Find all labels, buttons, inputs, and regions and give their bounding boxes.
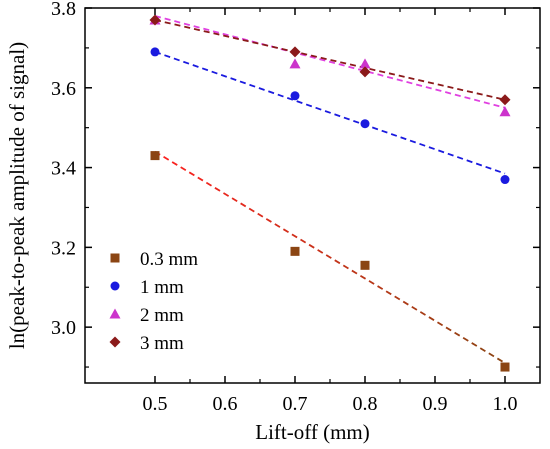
data-point-series-2 [500, 175, 510, 185]
x-tick-label: 0.9 [423, 393, 448, 415]
x-axis-title: Lift-off (mm) [255, 420, 370, 444]
data-point-series-4 [359, 66, 371, 78]
data-point-series-1 [360, 260, 370, 270]
fit-line-2 [154, 51, 506, 175]
axes: 0.5 0.6 0.7 0.8 0.9 1.0 3.0 3.2 3.4 3.6 3.8 [51, 0, 541, 415]
legend-marker-1 [110, 253, 120, 263]
data-point-series-1 [150, 151, 160, 161]
y-tick-label: 3.4 [51, 158, 76, 180]
data-point-series-1 [290, 246, 300, 256]
legend-label-1: 0.3 mm [140, 249, 198, 270]
legend-label-3: 2 mm [140, 305, 184, 326]
plot-area [149, 14, 511, 372]
x-tick-label: 1.0 [493, 393, 518, 415]
y-tick-label: 3.6 [51, 78, 76, 100]
legend-marker-3 [109, 308, 121, 319]
data-point-series-2 [150, 47, 160, 57]
data-point-series-4 [149, 14, 161, 26]
legend-label-2: 1 mm [140, 277, 184, 298]
x-tick-label: 0.5 [143, 393, 168, 415]
legend-marker-2 [110, 281, 120, 291]
legend-marker-4 [109, 336, 121, 348]
x-tick-label: 0.6 [213, 393, 238, 415]
data-point-series-3 [499, 106, 511, 117]
y-axis-title: ln(peak-to-peak amplitude of signal) [5, 42, 29, 349]
y-tick-label: 3.8 [51, 0, 76, 20]
data-point-series-2 [290, 91, 300, 101]
y-tick-label: 3.0 [51, 317, 76, 339]
fit-line-1 [154, 150, 506, 364]
data-point-series-4 [499, 94, 511, 106]
data-point-series-3 [289, 58, 301, 69]
fit-line-3 [154, 15, 506, 109]
fit-line-4 [154, 19, 506, 101]
legend: 0.3 mm 1 mm 2 mm 3 mm [109, 249, 198, 354]
y-tick-label: 3.2 [51, 237, 76, 259]
data-point-series-1 [500, 362, 510, 372]
data-point-series-2 [360, 119, 370, 129]
x-tick-label: 0.7 [283, 393, 308, 415]
data-point-series-4 [289, 46, 301, 58]
plot-frame [84, 7, 541, 384]
legend-label-4: 3 mm [140, 333, 184, 354]
data-point-series-3 [359, 58, 371, 69]
x-tick-label: 0.8 [353, 393, 378, 415]
